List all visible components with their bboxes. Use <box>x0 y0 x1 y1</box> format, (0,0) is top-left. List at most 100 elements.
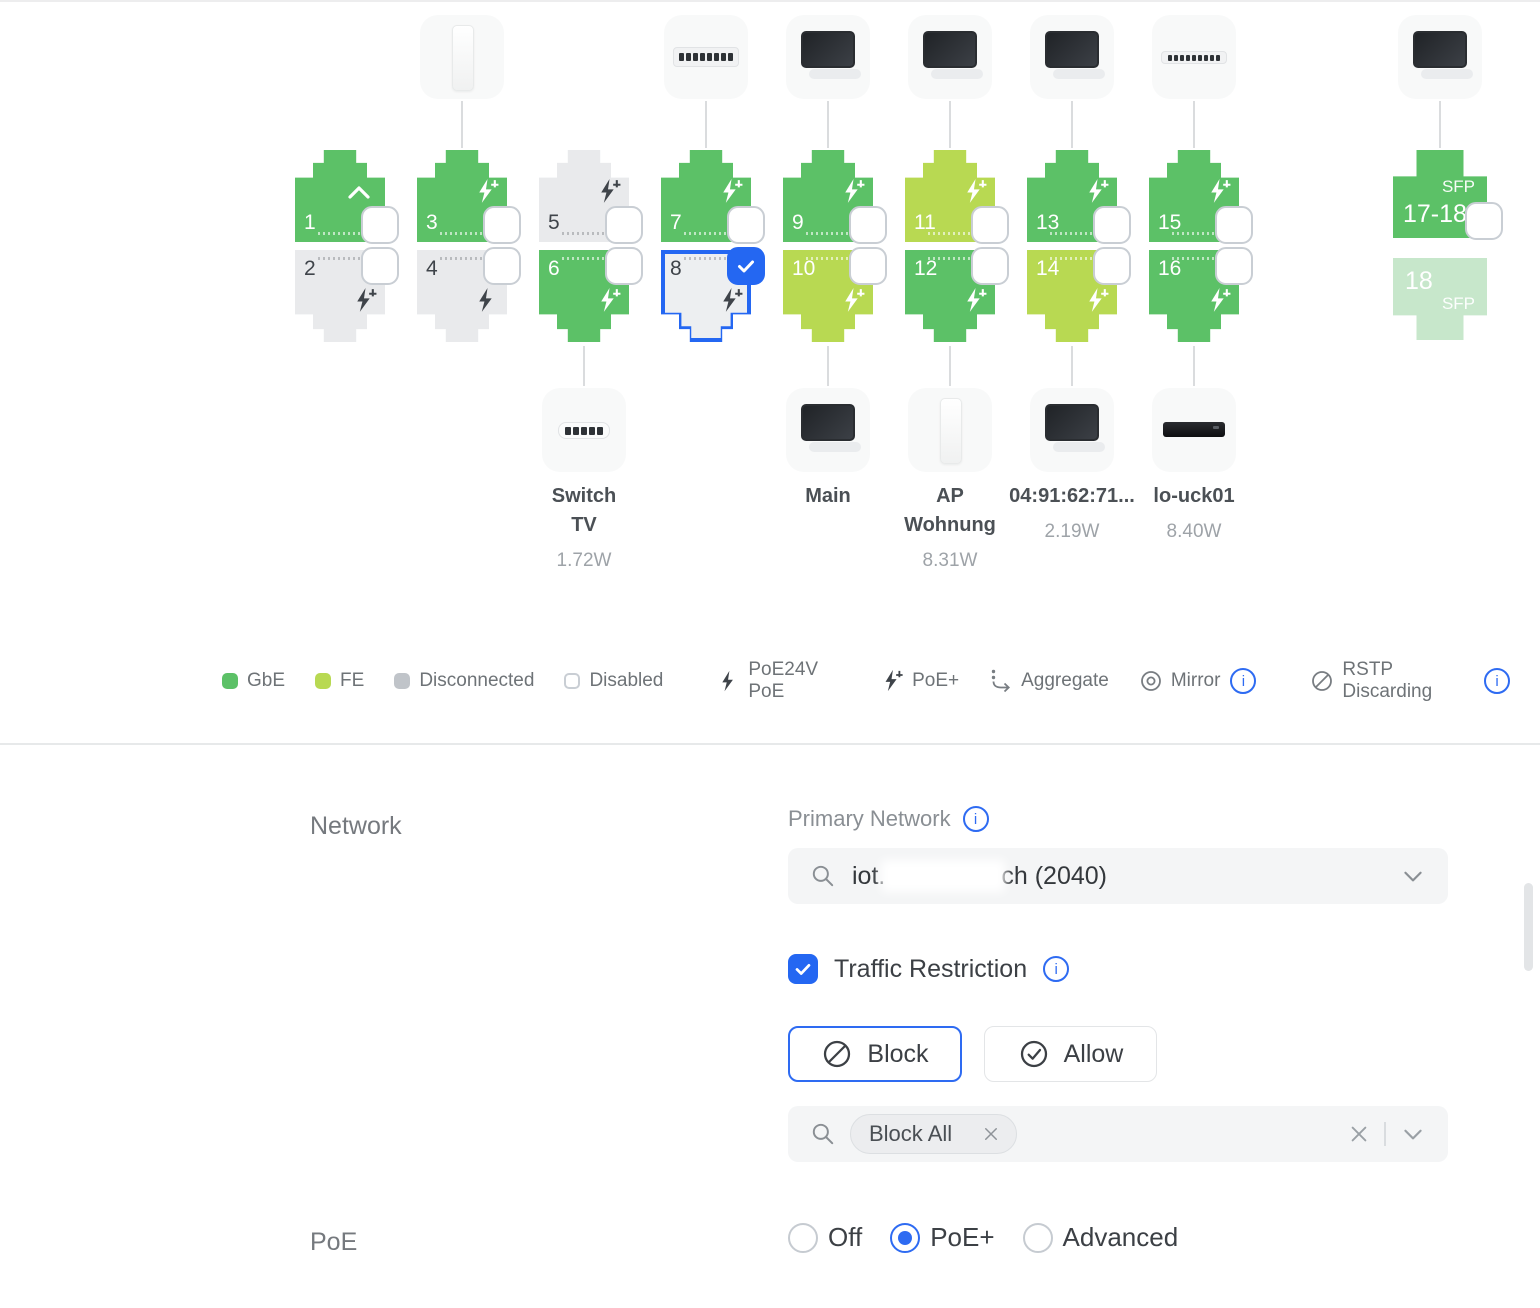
radio-label: Advanced <box>1062 1222 1179 1252</box>
radio-circle[interactable] <box>1022 1222 1053 1253</box>
rstp-icon <box>1310 669 1334 693</box>
bolt-plus-icon <box>880 669 904 693</box>
radio-circle[interactable] <box>890 1222 921 1253</box>
device-card <box>908 15 992 99</box>
port-15-checkbox[interactable] <box>1215 206 1253 244</box>
port-14-checkbox[interactable] <box>1093 247 1131 285</box>
section-divider <box>0 743 1540 745</box>
radio-label: Off <box>828 1222 863 1252</box>
device-watts: 2.19W <box>1044 521 1100 542</box>
device-watts: 1.72W <box>556 550 612 571</box>
device-label: Main <box>753 482 903 511</box>
port-number: 4 <box>426 257 438 280</box>
connector-line <box>705 101 707 148</box>
allow-icon <box>1018 1038 1050 1070</box>
legend-item-aggregate: Aggregate <box>989 668 1109 694</box>
port-number: 2 <box>304 257 316 280</box>
poe-plus-icon <box>961 178 988 205</box>
remove-tag-icon[interactable] <box>982 1125 1000 1143</box>
allow-button[interactable]: Allow <box>984 1026 1157 1082</box>
chevron-down-icon[interactable] <box>1400 1121 1426 1147</box>
redacted-blur <box>881 860 1006 892</box>
traffic-restriction-row: Traffic Restriction i <box>788 954 1070 984</box>
port-6-checkbox[interactable] <box>605 247 643 285</box>
tag-label: Block All <box>869 1121 953 1146</box>
port-number: 17-18 <box>1403 200 1467 228</box>
port-legend: GbE FE Disconnected Disabled PoE24V PoE PoE… <box>222 659 1540 702</box>
port-16-checkbox[interactable] <box>1215 247 1253 285</box>
device-watts: 8.40W <box>1166 521 1222 542</box>
info-icon[interactable]: i <box>1230 668 1257 694</box>
connector-line <box>1071 346 1073 386</box>
connector-line <box>583 346 585 386</box>
switch-strip-icon <box>1152 15 1236 99</box>
port-7-checkbox[interactable] <box>727 206 765 244</box>
poe-radio-poe-[interactable]: PoE+ <box>890 1222 995 1253</box>
port-pins <box>1172 232 1216 235</box>
port-number: 9 <box>792 211 804 234</box>
allow-button-label: Allow <box>1063 1039 1124 1068</box>
client-monitor-icon <box>1030 15 1114 99</box>
port-pins <box>562 257 606 260</box>
search-icon <box>810 1121 836 1147</box>
clear-icon[interactable] <box>1348 1123 1370 1145</box>
poe-section-label: PoE <box>310 1228 358 1256</box>
port-10-checkbox[interactable] <box>849 247 887 285</box>
port-pins <box>684 232 728 235</box>
block-button[interactable]: Block <box>788 1026 962 1082</box>
port-8-checkbox[interactable] <box>727 247 765 285</box>
radio-circle[interactable] <box>788 1222 818 1253</box>
port-pins <box>318 232 362 235</box>
primary-network-info-icon[interactable]: i <box>962 806 989 832</box>
poe-plus-icon <box>351 287 378 314</box>
connector-line <box>1193 101 1195 148</box>
traffic-restriction-info-icon[interactable]: i <box>1043 956 1070 982</box>
poe-plus-icon <box>1083 287 1110 314</box>
poe-plus-icon <box>1205 178 1232 205</box>
poe-radio-off[interactable]: Off <box>788 1222 862 1253</box>
device-card <box>1152 388 1236 472</box>
port-4-checkbox[interactable] <box>483 247 521 285</box>
port-9-checkbox[interactable] <box>849 206 887 244</box>
device-label: AP Wohnung 8.31W <box>875 482 1025 572</box>
primary-network-select[interactable]: iot. ch (2040) <box>788 848 1448 904</box>
poe-radio-advanced[interactable]: Advanced <box>1022 1222 1179 1253</box>
poe-plus-icon <box>595 287 622 314</box>
network-section-label: Network <box>310 812 402 840</box>
access-point-icon <box>420 15 504 99</box>
port-pins <box>806 257 850 260</box>
tag-block-all[interactable]: Block All <box>850 1114 1018 1154</box>
port-1-checkbox[interactable] <box>361 206 399 244</box>
legend-label: PoE+ <box>912 670 960 691</box>
block-list-input[interactable]: Block All <box>788 1106 1448 1162</box>
port-12-checkbox[interactable] <box>971 247 1009 285</box>
device-name: Wohnung <box>904 514 996 536</box>
port-17-18-checkbox[interactable] <box>1465 202 1503 240</box>
sfp-tag: SFP <box>1441 294 1475 313</box>
port-13-checkbox[interactable] <box>1093 206 1131 244</box>
legend-item-disabled: Disabled <box>564 670 663 692</box>
device-card <box>1398 15 1482 99</box>
port-5-checkbox[interactable] <box>605 206 643 244</box>
scrollbar[interactable] <box>1524 883 1533 971</box>
device-name: Switch <box>551 485 617 507</box>
poe-plus-icon <box>717 178 744 205</box>
top-divider <box>0 0 1540 2</box>
primary-network-label: Primary Network <box>788 806 951 831</box>
traffic-restriction-checkbox[interactable] <box>788 954 818 984</box>
port-18[interactable]: 18 SFP <box>1393 258 1487 340</box>
legend-label: Disconnected <box>419 670 535 691</box>
gbe-swatch <box>222 673 238 689</box>
info-icon[interactable]: i <box>1484 668 1510 694</box>
port-number: 7 <box>670 211 682 234</box>
port-2-checkbox[interactable] <box>361 247 399 285</box>
legend-label: PoE24V PoE <box>748 659 819 702</box>
port-pins <box>806 232 850 235</box>
port-3-checkbox[interactable] <box>483 206 521 244</box>
legend-item-disconnected: Disconnected <box>394 670 534 692</box>
search-icon <box>810 863 836 889</box>
legend-item-poe24v-poe: PoE24V PoE <box>717 659 850 703</box>
legend-label: GbE <box>247 670 286 691</box>
port-11-checkbox[interactable] <box>971 206 1009 244</box>
connector-line <box>461 101 463 148</box>
